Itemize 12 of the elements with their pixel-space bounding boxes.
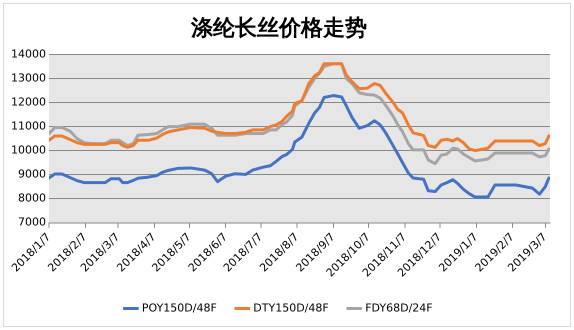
y-tick-label: 13000: [10, 71, 46, 84]
legend-label: DTY150D/48F: [253, 301, 329, 314]
y-tick-label: 10000: [10, 143, 46, 156]
chart-title: 涤纶长丝价格走势: [190, 16, 367, 41]
legend-label: FDY68D/24F: [365, 301, 433, 314]
legend-label: POY150D/48F: [142, 301, 217, 314]
y-tick-label: 11000: [10, 119, 46, 132]
y-tick-label: 14000: [10, 47, 46, 60]
y-tick-label: 8000: [18, 192, 46, 205]
y-tick-label: 12000: [10, 95, 46, 108]
y-tick-label: 7000: [18, 216, 46, 229]
y-tick-label: 9000: [18, 168, 46, 181]
